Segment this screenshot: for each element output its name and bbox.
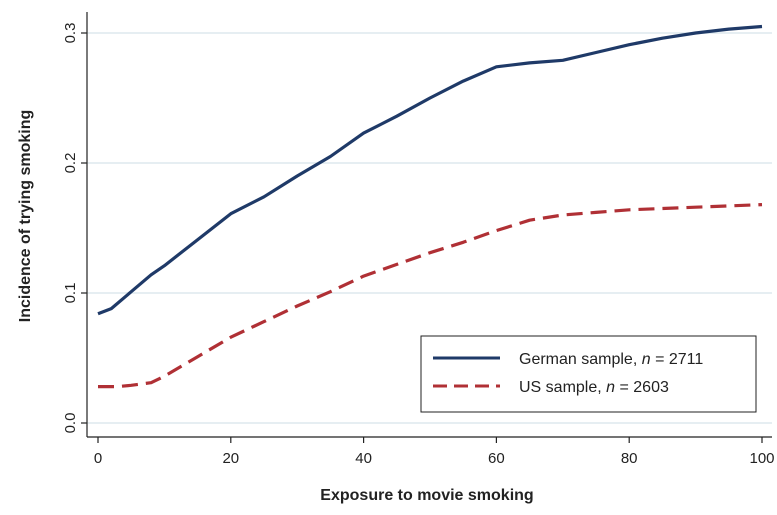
grid-lines [87, 32, 772, 424]
series-line-german [97, 24, 763, 316]
y-tick-label: 0.1 [62, 283, 79, 304]
x-tick-label: 0 [94, 450, 102, 467]
x-axis-title: Exposure to movie smoking [320, 487, 533, 504]
x-tick-label: 100 [749, 450, 774, 467]
legend: German sample, n = 2711 US sample, n = 2… [420, 335, 757, 413]
x-tick-label: 40 [355, 450, 372, 467]
y-tick-label: 0.3 [62, 23, 79, 44]
legend-box [420, 335, 757, 413]
series-line-us [98, 203, 763, 389]
x-tick-label: 20 [222, 450, 239, 467]
y-tick-label: 0.0 [62, 413, 79, 434]
x-tick-label: 60 [488, 450, 505, 467]
y-tick-label: 0.2 [62, 153, 79, 174]
ticks: 0.0 0.1 0.2 0.3 0 20 40 60 80 100 [62, 23, 775, 467]
y-axis-title: Incidence of trying smoking [17, 110, 34, 322]
legend-label-us: US sample, n = 2603 [519, 379, 669, 396]
series-lines [97, 24, 763, 389]
x-tick-label: 80 [621, 450, 638, 467]
legend-label-german: German sample, n = 2711 [519, 351, 703, 368]
axes [86, 12, 772, 438]
